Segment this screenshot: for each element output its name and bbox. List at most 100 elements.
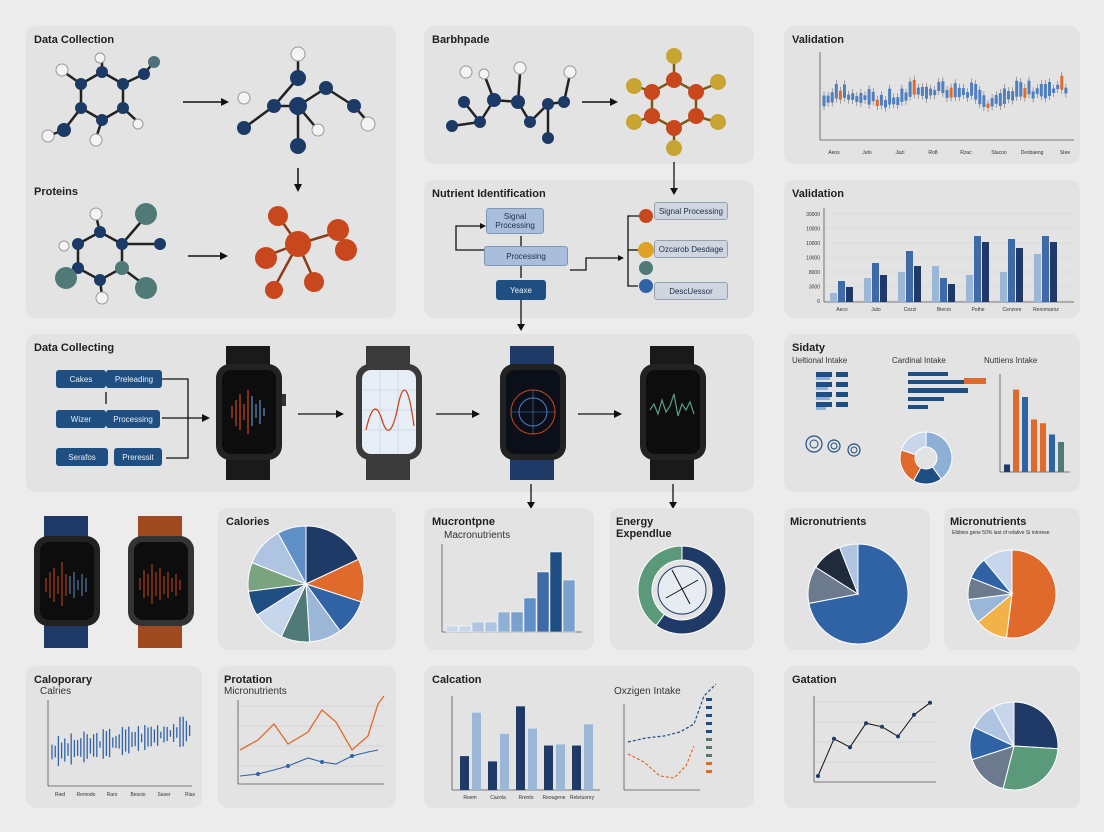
candle-body (961, 88, 965, 96)
x-tick-label: Saser (157, 792, 170, 798)
panel-title: Proteins (34, 186, 79, 198)
bar (471, 621, 485, 633)
candle-body (916, 87, 920, 95)
bar (880, 275, 887, 302)
candle-body (929, 88, 933, 96)
x-tick-label: Ro8 (928, 150, 937, 156)
bar-line-chart: Ried Remodo Raro Bessio Saser Rias (47, 700, 195, 798)
candle-body (912, 79, 916, 95)
flow-box: Serafos (56, 448, 108, 466)
bar (544, 745, 553, 790)
candle-body (1035, 88, 1039, 95)
candle-body (871, 91, 875, 102)
bar (1031, 419, 1037, 472)
bar (458, 625, 472, 633)
x-tick-label: Cenzore (1003, 307, 1022, 313)
candle-body (834, 83, 838, 99)
series-line (239, 695, 385, 752)
pie-slice (992, 701, 1015, 747)
x-tick-label: Renomaroz (1033, 307, 1059, 313)
flow-box: Processing (484, 246, 568, 266)
bar (500, 733, 509, 790)
bar (940, 278, 947, 302)
candle-body (1031, 91, 1035, 99)
data-collecting-panel: Data Collecting Cakes Preleading Wizer P… (26, 334, 754, 509)
candle-body (879, 94, 883, 106)
validation-line-panel: Validation Aeos Juto Jazi Ro8 Rzac Stacoo Desb… (784, 26, 1080, 164)
bar (1040, 423, 1046, 472)
chart-subtitle: Micronutrients (224, 686, 287, 697)
bar (536, 571, 550, 633)
bar (838, 281, 845, 302)
x-tick-label: Bessio (130, 792, 145, 798)
x-tick-label: Rrento (518, 795, 533, 801)
protation-panel: Protation Micronutrients (218, 666, 396, 808)
candle-body (1019, 82, 1023, 97)
candle-body (892, 97, 896, 105)
bar (472, 712, 481, 790)
panel-title: Data Collection (34, 34, 115, 46)
bar (948, 284, 955, 302)
panel-title: Calcation (432, 674, 482, 686)
panel-title: Barbhpade (432, 34, 490, 46)
pie-chart (247, 525, 365, 643)
data-point (832, 736, 836, 741)
panel-title: Micronutrients (950, 516, 1027, 528)
y-tick-label: 0 (817, 299, 820, 305)
y-tick-label: 10000 (806, 241, 820, 247)
pie-chart (807, 543, 909, 645)
chart-subtitle: Macronutrients (444, 530, 511, 541)
bar (1008, 239, 1015, 302)
pie-slice (637, 545, 683, 627)
watch-pair (34, 516, 194, 648)
candle-body (855, 96, 859, 102)
candle-body (974, 84, 978, 100)
flow-box: Signal Processing (654, 202, 728, 220)
bar (872, 263, 879, 302)
data-point (848, 745, 852, 750)
data-point (816, 774, 820, 778)
pie-slice (305, 525, 360, 585)
bar (460, 756, 469, 790)
watch-pipeline (105, 346, 706, 509)
candle-body (966, 92, 969, 98)
pie-slice (900, 431, 927, 456)
pie-slice (838, 543, 859, 595)
bar (914, 266, 921, 302)
panel-title: Validation (792, 188, 844, 200)
flow-box: DescUessor (654, 282, 728, 300)
pie-slice (1002, 745, 1059, 791)
x-tick-label: Pothe (971, 307, 984, 313)
chart-subtitle: Ueltional Intake (792, 356, 848, 365)
panel-title: Mucrontpne (432, 516, 495, 528)
x-tick-label: Cezzi (904, 307, 917, 313)
ring-center (657, 565, 707, 615)
candle-body (1007, 91, 1010, 100)
candle-body (920, 87, 924, 96)
calories-panel: Calories (218, 508, 396, 650)
micronutrients-pie2-panel: Micronutrients Elbbies gene 50% last of … (944, 508, 1080, 650)
x-tick-label: Reougene (542, 795, 565, 801)
chart-subtitle: Calries (40, 686, 72, 697)
bar (528, 728, 537, 790)
data-point (928, 700, 932, 705)
candle-body (1011, 91, 1015, 101)
sidaty-panel: Sidaty Ueltional Intake Cardinal Intake … (784, 334, 1080, 492)
data-point (896, 734, 900, 739)
x-tick-label: Biecro (937, 307, 951, 313)
data-point (864, 721, 868, 726)
panel-title: Data Collecting (34, 342, 115, 354)
pie-slice (277, 525, 307, 585)
panel-title: Gatation (792, 674, 837, 686)
candle-body (1052, 88, 1056, 93)
bar (932, 266, 939, 302)
chart-subtitle: Oxzigen Intake (614, 686, 681, 697)
candle-body (884, 100, 887, 108)
candle-body (970, 82, 974, 96)
micronutrients-pie1-panel: Micronutrients (784, 508, 930, 650)
bar (445, 625, 459, 633)
bar (523, 597, 537, 633)
data-point (880, 724, 884, 729)
bar (549, 551, 563, 633)
ring-chart (637, 545, 727, 635)
